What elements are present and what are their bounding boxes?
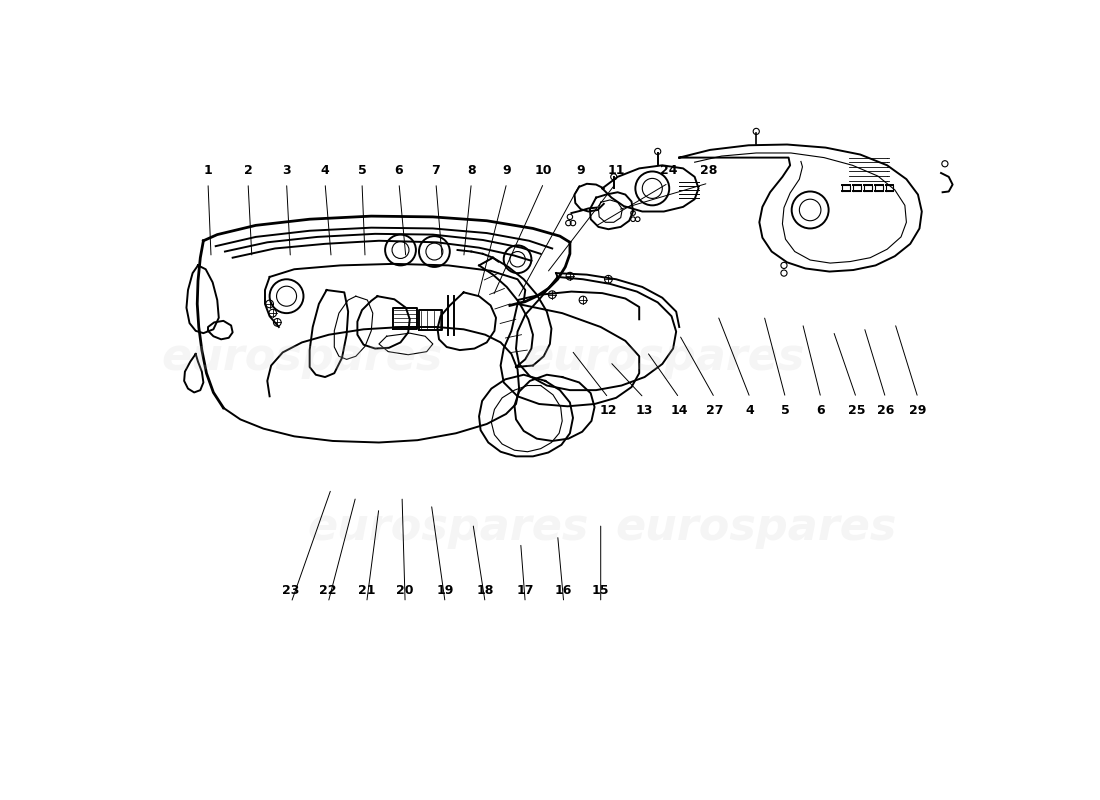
Text: 3: 3 — [283, 164, 290, 177]
Text: 29: 29 — [910, 404, 926, 417]
Text: 7: 7 — [431, 164, 440, 177]
Text: 20: 20 — [396, 583, 414, 597]
Text: 16: 16 — [556, 583, 572, 597]
Text: 22: 22 — [319, 583, 337, 597]
Text: 24: 24 — [660, 164, 678, 177]
Text: eurospares: eurospares — [308, 506, 588, 549]
Text: 26: 26 — [877, 404, 894, 417]
Text: 5: 5 — [781, 404, 790, 417]
Text: 6: 6 — [816, 404, 825, 417]
Text: eurospares: eurospares — [524, 336, 804, 379]
Text: 19: 19 — [437, 583, 454, 597]
Text: 12: 12 — [600, 404, 617, 417]
Text: 8: 8 — [468, 164, 475, 177]
Text: 1: 1 — [204, 164, 212, 177]
Text: 9: 9 — [576, 164, 585, 177]
Text: 21: 21 — [358, 583, 375, 597]
Text: 25: 25 — [848, 404, 865, 417]
Text: 13: 13 — [635, 404, 652, 417]
Text: 28: 28 — [700, 164, 717, 177]
Text: 4: 4 — [321, 164, 329, 177]
Text: 18: 18 — [476, 583, 494, 597]
Text: 27: 27 — [706, 404, 724, 417]
Text: 5: 5 — [358, 164, 366, 177]
Text: 2: 2 — [244, 164, 252, 177]
Text: 14: 14 — [671, 404, 688, 417]
Text: 15: 15 — [592, 583, 609, 597]
Text: 17: 17 — [517, 583, 534, 597]
Text: 4: 4 — [746, 404, 755, 417]
Text: 10: 10 — [535, 164, 552, 177]
Text: eurospares: eurospares — [616, 506, 896, 549]
Text: 11: 11 — [607, 164, 625, 177]
Text: 23: 23 — [283, 583, 300, 597]
Text: 6: 6 — [395, 164, 404, 177]
Text: 9: 9 — [503, 164, 512, 177]
Text: eurospares: eurospares — [162, 336, 442, 379]
